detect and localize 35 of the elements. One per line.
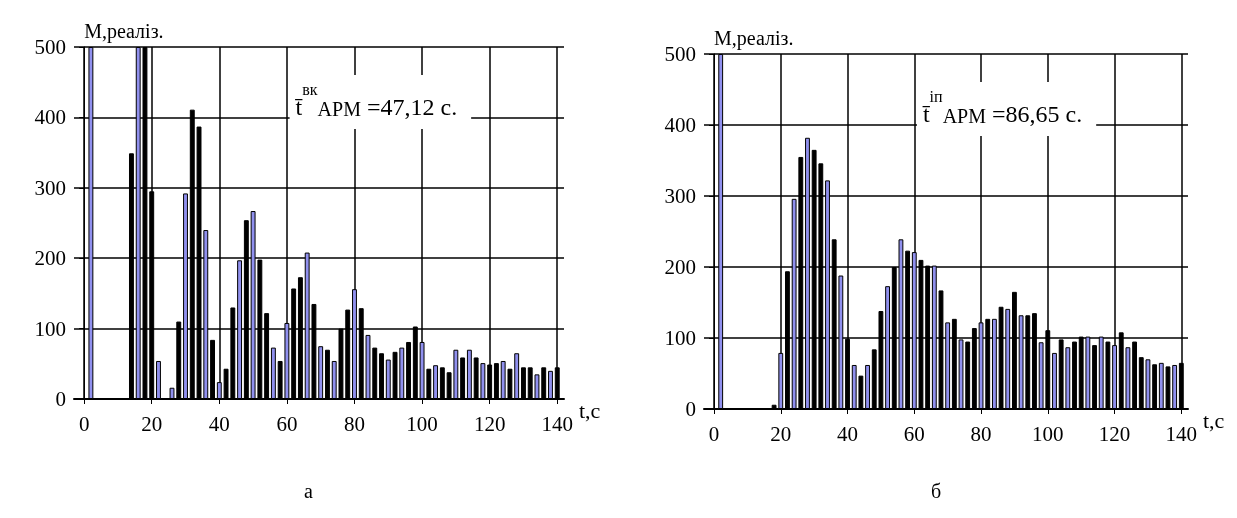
- y-tick-label: 100: [34, 316, 66, 341]
- x-tick-label: 0: [708, 421, 720, 446]
- x-axis-title: t,c: [1202, 407, 1225, 433]
- y-tick-label: 300: [664, 184, 696, 208]
- x-tick-label: 20: [770, 421, 792, 446]
- x-tick-label: 80: [343, 411, 365, 436]
- x-tick-label: 120: [473, 411, 506, 436]
- x-axis-title: t,c: [578, 397, 601, 423]
- y-tick-label: 500: [34, 35, 66, 59]
- y-tick-label: 200: [34, 246, 66, 271]
- y-tick-label: 0: [55, 387, 66, 411]
- x-tick-label: 20: [141, 411, 163, 436]
- x-tick-label: 80: [970, 421, 992, 446]
- x-tick-label: 40: [208, 411, 230, 436]
- text: б: [931, 480, 942, 502]
- y-tick-label: 300: [34, 175, 66, 200]
- x-tick-label: 60: [903, 421, 925, 446]
- x-tick-label: 100: [1032, 421, 1064, 446]
- y-tick-label: 500: [664, 42, 696, 66]
- x-tick-label: 120: [1098, 421, 1131, 446]
- x-tick-label: 140: [541, 411, 573, 436]
- y-tick-label: 200: [664, 255, 696, 279]
- x-tick-label: 60: [276, 411, 298, 436]
- y-tick-label: 400: [34, 105, 66, 130]
- x-tick-label: 0: [78, 411, 90, 436]
- y-axis-title: М,реаліз.: [714, 27, 794, 50]
- y-tick-label: 400: [664, 113, 696, 137]
- x-tick-label: 140: [1165, 421, 1198, 446]
- annotation: t̄іпАРМ =86,65 с.: [922, 87, 1083, 127]
- y-axis-title: М,реаліз.: [84, 20, 164, 43]
- y-tick-label: 100: [664, 326, 696, 350]
- x-tick-label: 100: [406, 411, 438, 436]
- text: а: [304, 480, 313, 502]
- x-tick-label: 40: [837, 421, 859, 446]
- annotation: t̄вкАРМ =47,12 с.: [294, 80, 458, 120]
